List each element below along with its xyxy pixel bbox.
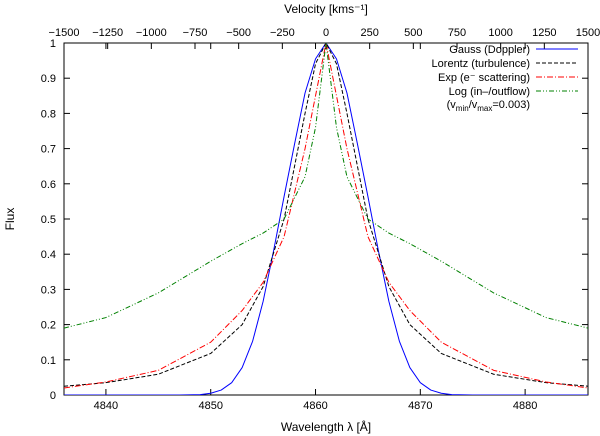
x2-tick-label-2: −1000 xyxy=(136,27,167,39)
y-tick-label-0: 0 xyxy=(50,390,56,402)
x-tick-label-4: 4880 xyxy=(513,400,537,412)
legend-label-1: Lorentz (turbulence) xyxy=(432,58,530,70)
y-tick-label-4: 0.4 xyxy=(41,249,56,261)
x2-tick-label-10: 1000 xyxy=(488,27,512,39)
x-tick-label-1: 4850 xyxy=(198,400,222,412)
x2-tick-label-4: −500 xyxy=(226,27,251,39)
x-tick-label-2: 4860 xyxy=(303,400,327,412)
legend: Gauss (Doppler) Lorentz (turbulence) Exp (… xyxy=(432,44,578,113)
x-tick-label-0: 4840 xyxy=(94,400,118,412)
y-tick-label-7: 0.7 xyxy=(41,144,56,156)
x2-tick-label-0: −1500 xyxy=(49,27,80,39)
series-layer xyxy=(64,43,588,395)
x2-tick-label-1: −1250 xyxy=(92,27,123,39)
x-tick-label-3: 4870 xyxy=(408,400,432,412)
legend-label-0: Gauss (Doppler) xyxy=(449,44,530,56)
y-tick-label-6: 0.6 xyxy=(41,179,56,191)
y-axis-title: Flux xyxy=(3,208,17,231)
y-tick-label-5: 0.5 xyxy=(41,214,56,226)
x2-tick-label-3: −750 xyxy=(183,27,208,39)
y-tick-label-3: 0.3 xyxy=(41,284,56,296)
y-tick-label-2: 0.2 xyxy=(41,320,56,332)
series-line-2 xyxy=(64,43,588,389)
y-tick-label-9: 0.9 xyxy=(41,73,56,85)
series-line-0 xyxy=(64,43,588,395)
y-tick-label-10: 1 xyxy=(50,38,56,50)
x-axis-title: Wavelength λ [Å] xyxy=(281,419,371,434)
ticks-layer: 4840 4850 4860 4870 4880 −1500 −1250 −1000 −750 −… xyxy=(41,27,600,412)
legend-label-3: Log (in–/outflow) xyxy=(449,86,530,98)
legend-label-2: Exp (e⁻ scattering) xyxy=(438,72,530,84)
x2-tick-label-11: 1250 xyxy=(532,27,556,39)
x2-tick-label-6: 0 xyxy=(323,27,329,39)
series-line-1 xyxy=(64,43,588,387)
legend-label-3-sub: (vmin/vmax=0.003) xyxy=(447,99,530,113)
y-tick-label-1: 0.1 xyxy=(41,355,56,367)
y-tick-label-8: 0.8 xyxy=(41,108,56,120)
x2-tick-label-12: 1500 xyxy=(576,27,600,39)
top-axis-title: Velocity [kms⁻¹] xyxy=(284,2,368,16)
x2-tick-label-7: 250 xyxy=(360,27,378,39)
x2-tick-label-9: 750 xyxy=(448,27,466,39)
x2-tick-label-8: 500 xyxy=(404,27,422,39)
x2-tick-label-5: −250 xyxy=(270,27,295,39)
